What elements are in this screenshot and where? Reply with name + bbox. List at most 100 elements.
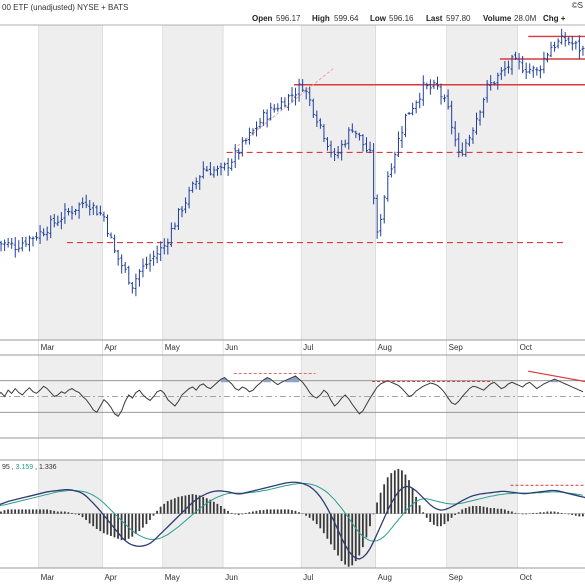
ohlc-bar bbox=[389, 163, 393, 178]
macd-histogram-bar bbox=[191, 494, 194, 514]
macd-histogram-bar bbox=[358, 513, 361, 556]
macd-histogram-bar bbox=[429, 513, 432, 523]
macd-histogram-bar bbox=[273, 509, 276, 514]
ohlc-bar bbox=[294, 87, 298, 106]
macd-histogram-bar bbox=[521, 513, 524, 515]
x-tick-label: Apr bbox=[104, 343, 117, 352]
ohlc-bar bbox=[297, 78, 301, 102]
ohlc-bar bbox=[0, 240, 3, 252]
ohlc-bar bbox=[258, 117, 262, 129]
overbought-fill bbox=[284, 375, 300, 383]
ohlc-bar bbox=[237, 148, 241, 160]
macd-histogram-bar bbox=[532, 512, 535, 514]
macd-histogram-bar bbox=[454, 513, 457, 516]
oscillator-panel bbox=[0, 370, 585, 417]
price-panel bbox=[0, 28, 585, 297]
ohlc-bar bbox=[95, 205, 99, 216]
macd-histogram-bar bbox=[443, 513, 446, 525]
macd-histogram-bar bbox=[447, 513, 449, 522]
macd-histogram-bar bbox=[216, 503, 219, 514]
ohlc-bar bbox=[545, 52, 549, 63]
macd-histogram-bar bbox=[159, 506, 162, 514]
macd-histogram-bar bbox=[276, 509, 279, 514]
ohlc-bar bbox=[489, 75, 493, 91]
macd-histogram-bar bbox=[251, 511, 254, 514]
macd-histogram-bar bbox=[120, 513, 123, 541]
macd-histogram-bar bbox=[17, 509, 20, 514]
ohlc-bar bbox=[318, 118, 322, 129]
ohlc-bar bbox=[52, 213, 56, 228]
ohlc-bar bbox=[223, 162, 227, 171]
macd-histogram-bar bbox=[170, 499, 173, 514]
macd-histogram-bar bbox=[63, 511, 66, 514]
ohlc-bar bbox=[577, 35, 581, 59]
ohlc-bar bbox=[382, 195, 386, 224]
macd-histogram-bar bbox=[535, 512, 538, 514]
macd-histogram-bar bbox=[479, 505, 481, 514]
vertical-gridlines bbox=[38, 25, 518, 568]
ohlc-bar bbox=[152, 250, 156, 266]
ohlc-bar bbox=[173, 222, 177, 230]
macd-histogram-bar bbox=[571, 513, 574, 516]
macd-histogram-bar bbox=[220, 505, 222, 514]
macd-histogram-bar bbox=[113, 513, 116, 538]
macd-histogram-bar bbox=[305, 513, 307, 516]
macd-histogram-bar bbox=[35, 509, 38, 514]
ohlc-bar bbox=[517, 53, 521, 70]
ohlc-bar bbox=[31, 236, 35, 247]
ohlc-bar bbox=[272, 104, 276, 113]
x-tick-label: Oct bbox=[520, 573, 533, 582]
macd-histogram-bar bbox=[223, 508, 226, 514]
ohlc-bar bbox=[63, 203, 67, 224]
ohlc-bar bbox=[244, 138, 248, 145]
ohlc-bar bbox=[581, 45, 585, 56]
ohlc-bar bbox=[446, 89, 450, 110]
ohlc-bar bbox=[443, 94, 447, 103]
macd-histogram-bar bbox=[294, 510, 297, 514]
macd-histogram-bar bbox=[209, 499, 212, 514]
ohlc-bar bbox=[247, 127, 251, 145]
x-axis-price-panel: Mar Apr May Jun Jul Aug Sep Oct bbox=[41, 343, 533, 352]
ohlc-bar bbox=[240, 137, 244, 157]
ohlc-bar bbox=[375, 194, 379, 239]
ohlc-bar bbox=[496, 72, 500, 90]
x-tick-label: Aug bbox=[378, 573, 392, 582]
macd-histogram-bar bbox=[166, 501, 169, 514]
x-tick-label: Aug bbox=[378, 343, 392, 352]
macd-value: 3.159 bbox=[16, 464, 34, 471]
ohlc-bar bbox=[145, 256, 149, 269]
ohlc-bar bbox=[255, 121, 259, 137]
ohlc-bar bbox=[325, 137, 329, 151]
macd-histogram-bar bbox=[163, 503, 166, 514]
macd-histogram-bar bbox=[376, 502, 378, 514]
ohlc-bar bbox=[510, 54, 514, 75]
ohlc-bar bbox=[567, 36, 571, 46]
macd-histogram-bar bbox=[457, 512, 460, 514]
ohlc-bar bbox=[556, 38, 560, 49]
ohlc-bar bbox=[404, 113, 408, 138]
macd-histogram-bar bbox=[496, 508, 499, 514]
ohlc-bar bbox=[137, 269, 141, 287]
ohlc-bar bbox=[411, 102, 415, 116]
macd-histogram-bar bbox=[49, 510, 52, 514]
macd-histogram-bar bbox=[3, 510, 6, 514]
macd-histogram-bar bbox=[184, 495, 187, 514]
ohlc-bar bbox=[453, 121, 457, 147]
macd-histogram-bar bbox=[507, 510, 510, 514]
macd-histogram-bar bbox=[21, 509, 24, 514]
x-tick-label: May bbox=[165, 343, 180, 352]
macd-histogram-bar bbox=[574, 513, 577, 516]
ohlc-bar bbox=[98, 205, 102, 216]
macd-histogram-bar bbox=[227, 510, 229, 514]
macd-histogram-bar bbox=[46, 509, 48, 514]
ohlc-bar bbox=[141, 258, 145, 278]
month-band bbox=[446, 25, 518, 340]
macd-histogram-bar bbox=[53, 510, 56, 514]
macd-histogram-bar bbox=[393, 470, 396, 514]
divergence-line bbox=[528, 370, 585, 383]
ohlc-bar bbox=[166, 238, 170, 255]
ohlc-bar bbox=[485, 79, 489, 103]
macd-histogram-bar bbox=[337, 513, 339, 556]
macd-histogram-bar bbox=[283, 509, 286, 514]
ohlc-bar bbox=[187, 186, 191, 209]
